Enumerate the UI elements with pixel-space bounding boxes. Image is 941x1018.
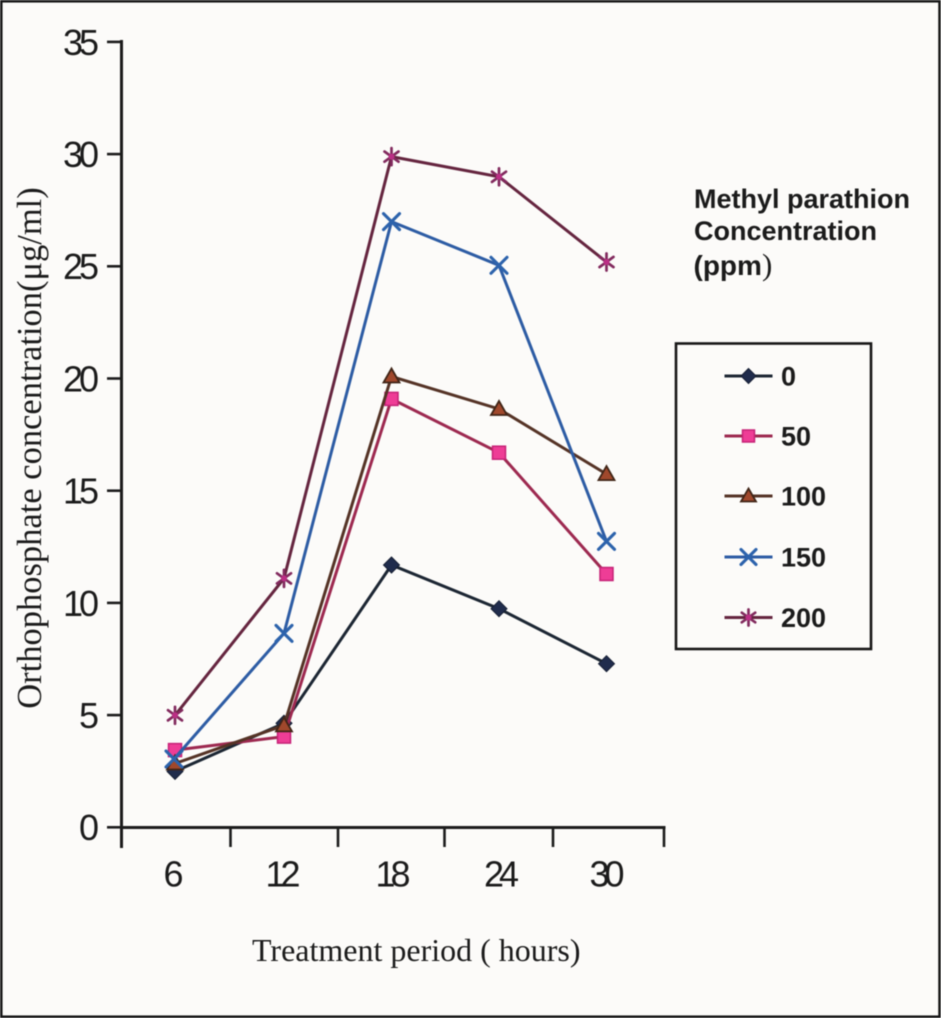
svg-text:12: 12 xyxy=(266,854,301,895)
svg-text:200: 200 xyxy=(781,603,826,633)
svg-text:Methyl parathion: Methyl parathion xyxy=(694,184,910,214)
svg-text:0: 0 xyxy=(781,362,796,392)
svg-text:150: 150 xyxy=(781,543,826,573)
svg-text:100: 100 xyxy=(781,482,826,512)
svg-text:35: 35 xyxy=(63,22,99,63)
svg-text:18: 18 xyxy=(376,854,411,895)
svg-text:30: 30 xyxy=(63,134,99,175)
svg-text:50: 50 xyxy=(781,422,811,452)
svg-text:Concentration: Concentration xyxy=(694,216,877,246)
svg-text:5: 5 xyxy=(79,695,99,736)
svg-text:30: 30 xyxy=(590,854,625,895)
svg-text:0: 0 xyxy=(79,807,99,848)
svg-text:25: 25 xyxy=(63,246,99,287)
svg-text:Orthophosphate concentration(μ: Orthophosphate concentration(μg/ml) xyxy=(11,187,49,708)
svg-text:15: 15 xyxy=(63,471,99,512)
svg-text:Treatment period ( hours): Treatment period ( hours) xyxy=(252,932,581,968)
svg-text:(ppm): (ppm) xyxy=(694,247,773,282)
svg-text:24: 24 xyxy=(484,854,519,895)
svg-text:6: 6 xyxy=(163,854,183,895)
svg-text:10: 10 xyxy=(63,583,99,624)
svg-text:20: 20 xyxy=(63,358,99,399)
